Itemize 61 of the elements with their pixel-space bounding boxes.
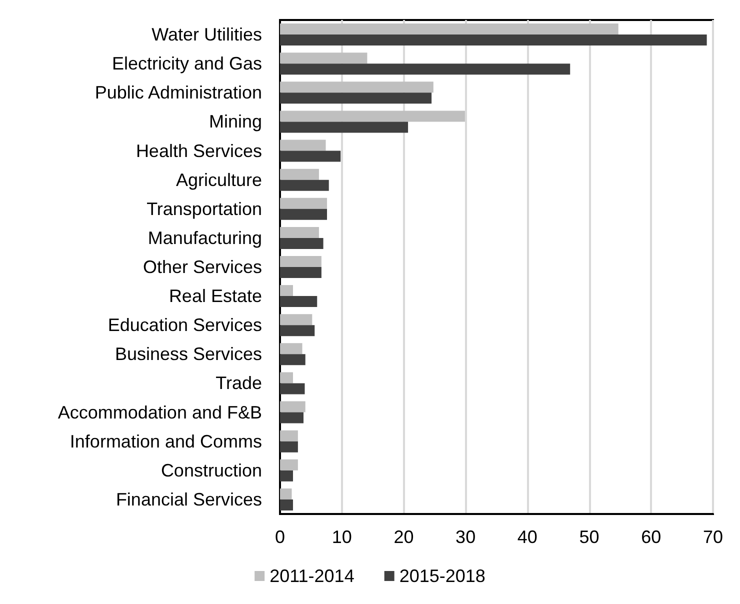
bar [280, 82, 434, 93]
bar [280, 24, 618, 35]
y-tick-label: Accommodation and F&B [58, 402, 262, 422]
bar [280, 401, 306, 412]
bar [280, 470, 293, 482]
bar [280, 140, 326, 151]
bar [280, 459, 298, 470]
x-tick-label: 10 [332, 527, 352, 547]
y-tick-label: Information and Comms [70, 431, 262, 452]
bar [280, 150, 341, 162]
y-tick-label: Real Estate [168, 286, 262, 306]
bar [280, 110, 465, 122]
bar [280, 168, 319, 180]
bar [280, 180, 329, 191]
y-tick-label: Electricity and Gas [112, 54, 262, 74]
bar [280, 430, 298, 442]
y-tick-label: Education Services [108, 315, 262, 336]
y-tick-label: Construction [160, 460, 262, 480]
x-tick-label: 50 [579, 527, 600, 547]
x-tick-label: 70 [702, 527, 724, 547]
bar [280, 314, 312, 326]
bar [280, 488, 292, 500]
y-tick-label: Financial Services [116, 489, 262, 510]
y-tick-label: Transportation [146, 198, 262, 219]
y-tick-label: Agriculture [176, 170, 262, 190]
bar [280, 499, 293, 510]
bar [280, 198, 328, 209]
y-tick-label: Other Services [142, 257, 262, 277]
bar [280, 343, 302, 354]
bar [280, 208, 328, 220]
bar [280, 64, 570, 75]
bar [280, 92, 432, 104]
legend-label: 2011-2014 [270, 566, 354, 586]
y-tick-label: Health Services [136, 140, 262, 161]
y-tick-label: Mining [208, 112, 262, 132]
x-tick-label: 60 [641, 527, 662, 547]
bar [280, 354, 306, 366]
bar [280, 383, 305, 394]
bar [280, 34, 707, 46]
y-tick-label: Public Administration [94, 82, 262, 103]
bar [280, 226, 319, 238]
bar [280, 52, 368, 64]
bar [280, 325, 315, 336]
x-tick-label: 40 [517, 527, 538, 547]
bar [280, 238, 324, 249]
y-tick-label: Water Utilities [152, 24, 262, 45]
bar [280, 256, 322, 267]
bar [280, 441, 298, 452]
y-tick-label: Trade [216, 373, 262, 394]
bar [280, 267, 322, 278]
bar [280, 412, 304, 424]
bar [280, 285, 293, 296]
bar [280, 372, 293, 384]
x-tick-label: 30 [456, 527, 476, 547]
bar [280, 122, 408, 133]
x-tick-label: 20 [394, 527, 414, 547]
bar [280, 296, 318, 308]
legend-label: 2015-2018 [399, 566, 486, 586]
y-tick-label: Manufacturing [148, 228, 262, 248]
y-tick-label: Business Services [114, 344, 262, 364]
x-tick-label: 0 [274, 527, 286, 547]
